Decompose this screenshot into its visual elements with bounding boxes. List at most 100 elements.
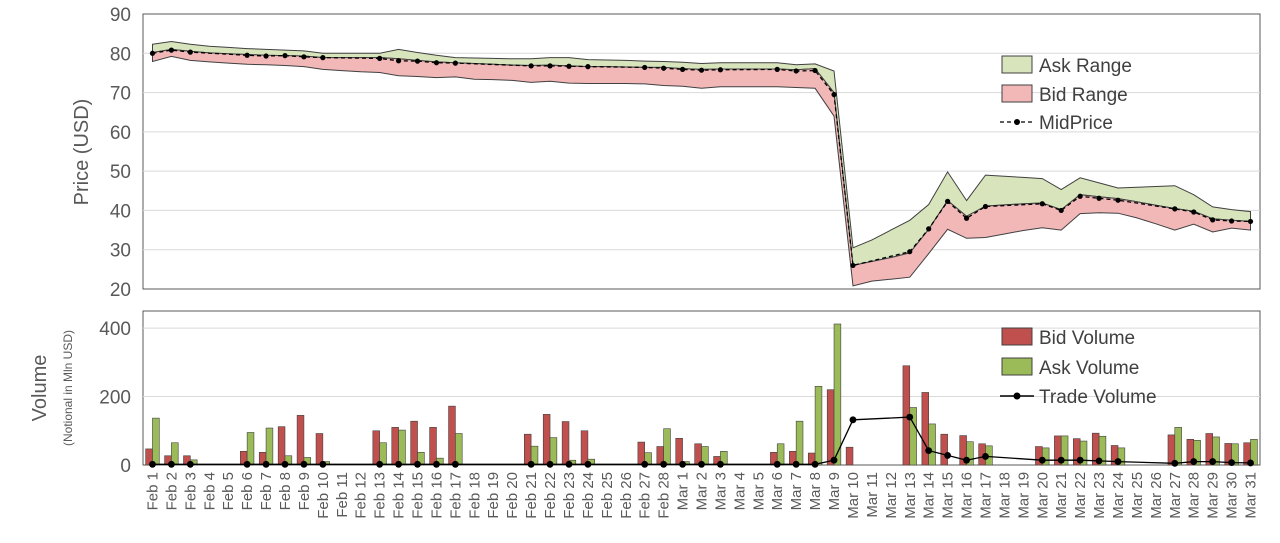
x-tick-label: Mar 23 (1091, 472, 1108, 519)
trade-volume-point (376, 460, 384, 468)
x-tick-label: Feb 16 (428, 472, 445, 519)
bid-volume-bar (675, 438, 683, 466)
bid-volume-bar (391, 427, 399, 466)
ask-volume-bar (398, 429, 406, 466)
x-tick-label: Mar 14 (921, 472, 938, 519)
legend-label-trade-volume: Trade Volume (1039, 387, 1157, 408)
midprice-point (452, 60, 458, 66)
ask-volume-bar (1117, 447, 1126, 466)
ask-volume-bar (814, 385, 823, 466)
midprice-point (1039, 201, 1045, 207)
x-tick-label: Mar 9 (826, 472, 843, 510)
x-tick-label: Feb 14 (391, 472, 408, 519)
x-tick-label: Mar 28 (1186, 472, 1203, 519)
x-tick-label: Feb 28 (656, 472, 673, 519)
midprice-point (187, 49, 193, 55)
x-tick-label: Feb 26 (618, 472, 635, 519)
trade-volume-point (679, 460, 686, 468)
bid-volume-bar (372, 430, 380, 466)
x-tick-label: Feb 12 (353, 472, 370, 519)
midprice-point (1058, 207, 1064, 214)
x-tick-label: Mar 3 (712, 472, 729, 510)
volume-y-ticks: 0 200 400 (99, 319, 131, 477)
midprice-point (1077, 193, 1083, 199)
bid-volume-bar (561, 421, 570, 466)
trade-volume-point (811, 460, 819, 468)
ask-volume-bar (928, 423, 936, 466)
price-y-tick-label: 20 (110, 280, 131, 301)
trade-volume-series (149, 413, 1254, 468)
midprice-point (377, 55, 383, 61)
ask-volume-bar (1079, 440, 1088, 466)
bid-volume-bar (296, 415, 305, 466)
x-tick-label: Mar 12 (883, 472, 900, 519)
x-tick-label: Feb 22 (542, 472, 559, 519)
x-tick-label: Feb 1 (145, 472, 162, 510)
bid-volume-bar (921, 392, 929, 466)
midprice-point (1247, 218, 1254, 225)
trade-volume-point (262, 460, 270, 468)
price-legend: Ask Range Bid Range MidPrice (1000, 55, 1132, 134)
ask-volume-bar (1231, 443, 1239, 466)
ask-volume-bar (1174, 427, 1182, 466)
x-tick-label: Mar 2 (694, 472, 711, 510)
price-y-tick-label: 70 (110, 84, 131, 105)
bid-volume-bar (277, 426, 286, 466)
midprice-point (698, 67, 705, 73)
x-tick-label: Mar 15 (940, 472, 957, 519)
bid-volume-bar (448, 405, 456, 466)
x-tick-label: Mar 31 (1243, 472, 1260, 519)
ask-volume-bar (966, 441, 974, 466)
x-tick-label: Mar 10 (845, 472, 862, 519)
midprice-point (320, 55, 326, 61)
legend-label-midprice: MidPrice (1039, 113, 1113, 134)
x-tick-label: Mar 25 (1129, 472, 1146, 519)
ask-volume-bar (530, 445, 539, 466)
x-tick-label: Mar 26 (1148, 472, 1165, 519)
trade-volume-point (433, 460, 440, 468)
ask-volume-bar (417, 452, 425, 466)
ask-volume-bar (1193, 440, 1201, 466)
ask-volume-bar (701, 446, 709, 466)
x-tick-label: Mar 21 (1053, 472, 1070, 519)
ask-volume-bar (246, 432, 255, 466)
volume-panel: 0 200 400 Volume (Notional in Mln USD) Bid… (29, 310, 1261, 519)
volume-y-tick-label: 400 (99, 319, 131, 340)
ask-volume-bar (1212, 436, 1220, 466)
midprice-point (282, 53, 288, 59)
trade-volume-point (925, 447, 933, 455)
trade-volume-point (395, 460, 402, 468)
x-tick-label: Mar 8 (807, 472, 824, 510)
trade-volume-point (243, 460, 251, 468)
midprice-point (1172, 206, 1178, 212)
bid-volume-bar (826, 389, 835, 466)
trade-volume-point (167, 460, 175, 468)
midprice-point (395, 58, 402, 64)
trade-volume-point (849, 416, 857, 424)
x-tick-label: Mar 30 (1224, 472, 1241, 519)
volume-legend: Bid Volume Ask Volume Trade Volume (1000, 327, 1157, 408)
price-y-tick-label: 50 (110, 162, 131, 183)
bid-volume-bar (580, 430, 589, 466)
bid-volume-bar (940, 433, 948, 466)
trade-volume-point (698, 460, 705, 468)
x-tick-label: Mar 19 (1015, 472, 1032, 519)
midprice-point (1191, 209, 1197, 215)
trade-volume-point (1209, 458, 1217, 465)
x-tick-label: Feb 2 (163, 472, 180, 510)
legend-marker-midprice (1014, 119, 1020, 125)
legend-label-ask-volume: Ask Volume (1039, 358, 1139, 379)
legend-label-bid-range: Bid Range (1039, 85, 1128, 106)
x-tick-label: Feb 6 (239, 472, 256, 510)
midprice-point (301, 54, 307, 60)
trade-volume-point (414, 460, 421, 468)
price-y-tick-label: 30 (110, 241, 131, 262)
midprice-point (168, 47, 174, 53)
trade-volume-point (1247, 459, 1254, 467)
ask-volume-bar (265, 427, 274, 466)
trade-volume-point (546, 460, 554, 468)
x-tick-label: Mar 4 (731, 472, 748, 510)
trade-volume-point (1171, 459, 1179, 467)
bid-volume-bar (429, 427, 437, 466)
bid-volume-bar (315, 433, 324, 466)
